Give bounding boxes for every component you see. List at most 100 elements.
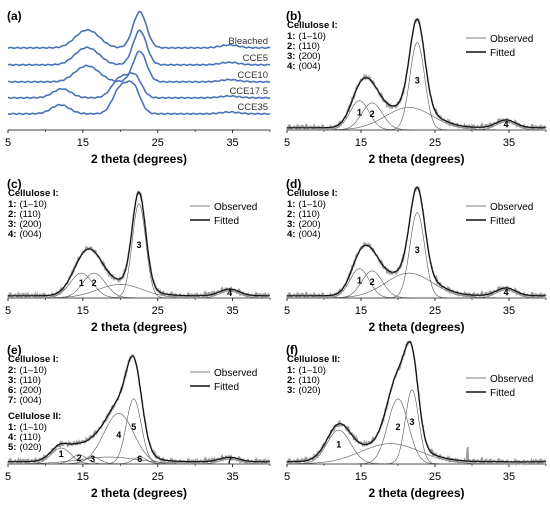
x-tick-label: 5 [5,471,11,483]
peak-number-label: 7 [227,455,232,465]
hkl-peak-number: 1: [287,31,295,42]
hkl-entry: 3: (020) [287,385,321,396]
hkl-miller-index: (110) [19,375,40,386]
chart-panel: (b) 5 15 25 35 2 theta (degrees) 1 2 3 4 Observed F… [284,9,547,166]
hkl-miller-index: (1–10) [19,199,46,210]
hkl-miller-index: (200) [298,51,320,62]
x-tick-label: 15 [355,305,367,317]
phase-title: Cellulose II: [287,354,340,365]
fit-component-curve [287,398,546,465]
chart-panel: (f) 5 15 25 35 2 theta (degrees) 1 2 3 Observed Fi… [284,340,547,500]
peak-number-label: 1 [357,276,362,286]
chart-panel: (a) 5 15 25 35 2 theta (degrees) Bleached CCE5 C… [5,9,271,166]
hkl-entry: 2: (110) [287,209,320,220]
phase-title: Cellulose I: [8,188,59,199]
hkl-peak-number: 4: [8,432,16,443]
hkl-miller-index: (1–10) [298,365,325,376]
phase-title: Cellulose I: [287,188,338,199]
x-tick-label: 35 [503,137,515,149]
panel-label: (f) [286,343,298,357]
series-line [7,80,271,116]
series-label: CCE5 [243,53,268,64]
x-axis-label: 2 theta (degrees) [368,152,464,166]
peak-number-label: 1 [59,449,64,459]
phase-title: Cellulose I: [287,20,338,31]
hkl-peak-number: 2: [8,209,16,220]
hkl-entry: 5: (020) [8,442,42,453]
hkl-peak-number: 4: [8,229,16,240]
hkl-miller-index: (004) [298,61,320,72]
x-tick-label: 15 [355,137,367,149]
peak-number-label: 4 [504,119,509,129]
hkl-entry: 1: (1–10) [8,422,47,433]
x-tick-label: 5 [5,305,11,317]
peak-number-label: 4 [227,288,232,298]
panel-label: (b) [286,9,301,23]
hkl-entry: 6: (200) [8,385,42,396]
hkl-miller-index: (200) [298,219,320,230]
x-axis-label: 2 theta (degrees) [368,486,464,500]
series-label: Bleached [228,36,268,47]
peak-number-label: 3 [136,240,141,250]
fit-component-curve [287,389,546,465]
x-tick-label: 25 [152,137,164,149]
peak-number-label: 1 [357,108,362,118]
series-line [7,50,271,84]
peak-number-label: 1 [79,278,84,288]
hkl-entry: 3: (200) [8,219,42,230]
peak-number-label: 3 [90,454,95,464]
hkl-peak-number: 7: [8,395,16,406]
phase-title: Cellulose I: [8,354,59,365]
peak-number-label: 3 [415,76,420,86]
hkl-entry: 3: (200) [287,51,321,62]
hkl-entry: 4: (004) [8,229,42,240]
hkl-miller-index: (004) [19,229,41,240]
x-tick-label: 5 [284,137,290,149]
hkl-miller-index: (020) [19,442,41,453]
panel-label: (a) [7,9,22,23]
fit-component-curve [287,429,546,465]
legend-label: Observed [214,202,257,213]
hkl-entry: 2: (1–10) [8,365,47,376]
peak-number-label: 3 [410,417,415,427]
hkl-miller-index: (004) [298,229,320,240]
peak-number-label: 5 [131,422,136,432]
observed-line [286,186,547,300]
peak-number-label: 4 [116,430,121,440]
hkl-miller-index: (004) [19,395,41,406]
hkl-peak-number: 3: [8,375,16,386]
hkl-entry: 3: (110) [8,375,41,386]
hkl-entry: 1: (1–10) [8,199,47,210]
hkl-peak-number: 2: [287,375,295,386]
fitted-line [287,340,546,463]
legend-label: Fitted [490,388,515,399]
series-line [7,10,271,50]
x-tick-label: 35 [226,471,238,483]
hkl-miller-index: (110) [19,209,40,220]
hkl-entry: 4: (004) [287,229,321,240]
hkl-peak-number: 6: [8,385,16,396]
peak-number-label: 2 [370,277,375,287]
series-line [7,71,271,100]
legend-label: Observed [214,368,257,379]
hkl-miller-index: (200) [19,385,41,396]
x-tick-label: 5 [284,305,290,317]
x-tick-label: 15 [77,137,89,149]
x-tick-label: 25 [429,305,441,317]
legend-label: Observed [490,34,533,45]
hkl-miller-index: (1–10) [298,199,325,210]
x-tick-label: 35 [226,305,238,317]
peak-number-label: 2 [77,453,82,463]
hkl-entry: 1: (1–10) [287,365,326,376]
x-axis-label: 2 theta (degrees) [91,320,187,334]
hkl-miller-index: (110) [298,375,319,386]
hkl-entry: 2: (110) [287,375,320,386]
legend-label: Observed [490,374,533,385]
hkl-peak-number: 3: [287,51,295,62]
hkl-peak-number: 1: [287,365,295,376]
hkl-miller-index: (110) [19,432,40,443]
hkl-peak-number: 2: [287,41,295,52]
x-axis-label: 2 theta (degrees) [91,486,187,500]
fitted-line [287,18,546,129]
